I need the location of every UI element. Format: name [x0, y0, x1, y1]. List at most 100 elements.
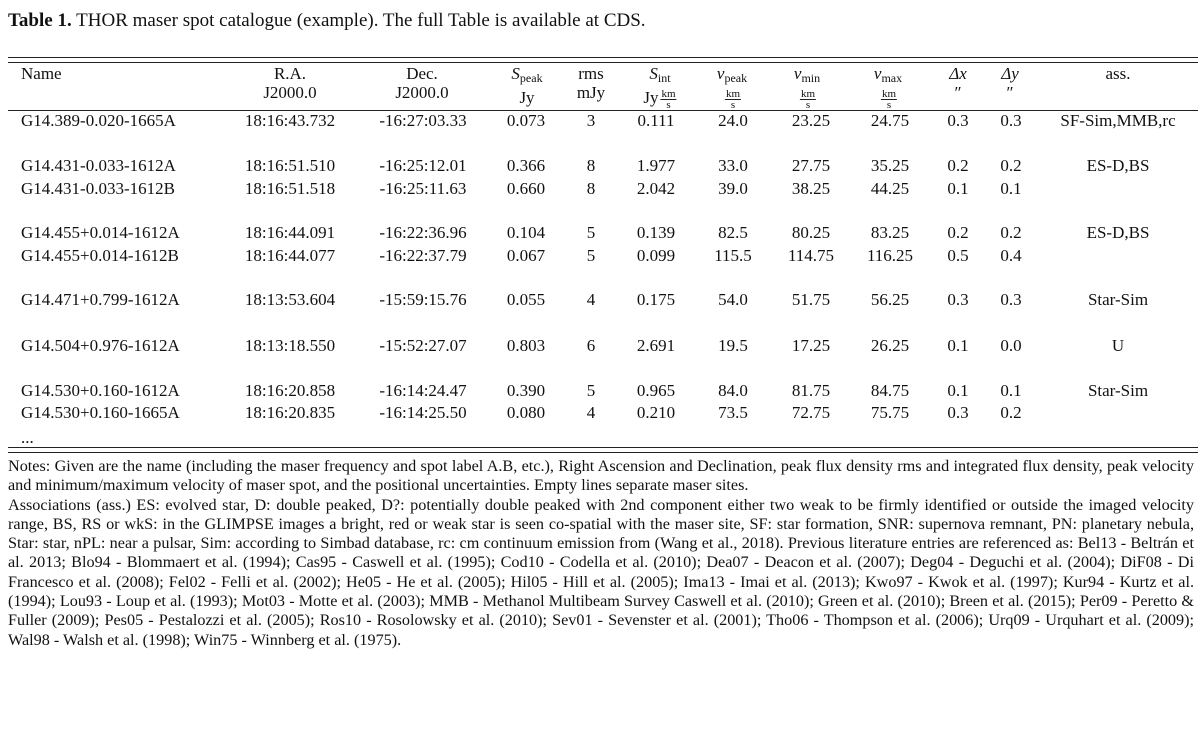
cell-dec: -16:27:03.33: [379, 111, 467, 130]
cell-dec: -16:25:12.01: [379, 156, 467, 175]
cell-ra: 18:13:18.550: [244, 336, 336, 355]
cell-ass: ES-D,BS: [1086, 223, 1150, 242]
header-ra: R.A. J2000.0: [263, 64, 317, 102]
cell-ass: U: [1111, 336, 1125, 355]
cell-vmin: 27.75: [791, 156, 831, 175]
cell-sint: 0.139: [636, 223, 676, 242]
cell-vpeak: 54.0: [718, 290, 748, 309]
cell-vmin: 81.75: [791, 381, 831, 400]
cell-vmax: 24.75: [870, 111, 910, 130]
cell-speak: 0.067: [506, 246, 546, 265]
caption-label: Table 1.: [8, 10, 72, 31]
bottom-rule: [8, 447, 1198, 448]
cell-speak: 0.073: [506, 111, 546, 130]
cell-ra: 18:16:20.835: [244, 403, 336, 422]
cell-vmin: 38.25: [791, 179, 831, 198]
cell-vmax: 83.25: [870, 223, 910, 242]
cell-vmin: 72.75: [791, 403, 831, 422]
cell-vpeak: 82.5: [718, 223, 748, 242]
cell-dec: -15:52:27.07: [379, 336, 467, 355]
header-vmax: vmax km s: [873, 64, 903, 111]
cell-rms: 4: [586, 290, 596, 309]
cell-ra: 18:16:51.518: [244, 179, 336, 198]
cell-ass: Star-Sim: [1087, 381, 1149, 400]
header-sint: Sint Jy km s: [643, 64, 677, 111]
cell-ra: 18:16:44.091: [244, 223, 336, 242]
cell-vpeak: 84.0: [718, 381, 748, 400]
cell-speak: 0.803: [506, 336, 546, 355]
cell-dy: 0.2: [1000, 156, 1022, 175]
cell-rms: 3: [586, 111, 596, 130]
header-ass: ass.: [1105, 64, 1131, 83]
associations-paragraph: Associations (ass.) ES: evolved star, D:…: [8, 495, 1194, 649]
cell-dy: 0.2: [1000, 403, 1022, 422]
cell-dy: 0.1: [1000, 381, 1022, 400]
cell-dx: 0.2: [947, 223, 969, 242]
table-notes: Notes: Given are the name (including the…: [8, 457, 1194, 650]
header-dx: Δx ″: [949, 64, 967, 102]
cell-speak: 0.104: [506, 223, 546, 242]
cell-dx: 0.2: [947, 156, 969, 175]
cell-rms: 5: [586, 223, 596, 242]
cell-dy: 0.2: [1000, 223, 1022, 242]
cell-vmax: 56.25: [870, 290, 910, 309]
cell-vmax: 26.25: [870, 336, 910, 355]
cell-dx: 0.3: [947, 290, 969, 309]
cell-vpeak: 39.0: [718, 179, 748, 198]
cell-speak: 0.055: [506, 290, 546, 309]
cell-rms: 4: [586, 403, 596, 422]
cell-vpeak: 24.0: [718, 111, 748, 130]
cell-vmax: 75.75: [870, 403, 910, 422]
cell-dx: 0.1: [947, 336, 969, 355]
header-dy: Δy ″: [1001, 64, 1019, 102]
header-rule: [8, 110, 1198, 111]
cell-ra: 18:16:51.510: [244, 156, 336, 175]
cell-dx: 0.1: [947, 179, 969, 198]
cell-speak: 0.080: [506, 403, 546, 422]
header-vpeak: vpeak km s: [716, 64, 748, 111]
cell-sint: 2.042: [636, 179, 676, 198]
cell-sint: 1.977: [636, 156, 676, 175]
cell-dx: 0.3: [947, 403, 969, 422]
cell-rms: 8: [586, 179, 596, 198]
cell-dy: 0.3: [1000, 290, 1022, 309]
cell-name: G14.455+0.014-1612A: [21, 223, 180, 242]
cell-ass: ES-D,BS: [1086, 156, 1150, 175]
header-vmin: vmin km s: [793, 64, 821, 111]
cell-rms: 6: [586, 336, 596, 355]
cell-sint: 0.099: [636, 246, 676, 265]
cell-vpeak: 73.5: [718, 403, 748, 422]
cell-vmin: 23.25: [791, 111, 831, 130]
cell-vpeak: 115.5: [714, 246, 752, 265]
cell-dec: -15:59:15.76: [379, 290, 467, 309]
cell-dx: 0.1: [947, 381, 969, 400]
cell-dy: 0.0: [1000, 336, 1022, 355]
cell-vmax: 44.25: [870, 179, 910, 198]
cell-vmax: 84.75: [870, 381, 910, 400]
cell-sint: 2.691: [636, 336, 676, 355]
cell-name: G14.471+0.799-1612A: [21, 290, 180, 309]
cell-dy: 0.4: [1000, 246, 1022, 265]
table-caption: Table 1. THOR maser spot catalogue (exam…: [8, 10, 646, 32]
top-rule: [8, 57, 1198, 58]
cell-dy: 0.3: [1000, 111, 1022, 130]
top-rule-double: [8, 62, 1198, 63]
cell-name: G14.504+0.976-1612A: [21, 336, 180, 355]
cell-ra: 18:16:43.732: [244, 111, 336, 130]
cell-vmin: 51.75: [791, 290, 831, 309]
bottom-rule-double: [8, 452, 1198, 453]
cell-speak: 0.660: [506, 179, 546, 198]
header-rms: rms mJy: [576, 64, 606, 102]
cell-vmin: 114.75: [787, 246, 835, 265]
cell-sint: 0.111: [637, 111, 675, 130]
cell-dec: -16:14:24.47: [379, 381, 467, 400]
cell-ass: SF-Sim,MMB,rc: [1060, 111, 1176, 130]
cell-ass: Star-Sim: [1087, 290, 1149, 309]
cell-vmin: 80.25: [791, 223, 831, 242]
notes-paragraph: Notes: Given are the name (including the…: [8, 457, 1194, 495]
cell-rms: 8: [586, 156, 596, 175]
cell-vpeak: 33.0: [718, 156, 748, 175]
cell-speak: 0.390: [506, 381, 546, 400]
cell-vmax: 116.25: [866, 246, 914, 265]
caption-text: THOR maser spot catalogue (example). The…: [76, 10, 646, 31]
